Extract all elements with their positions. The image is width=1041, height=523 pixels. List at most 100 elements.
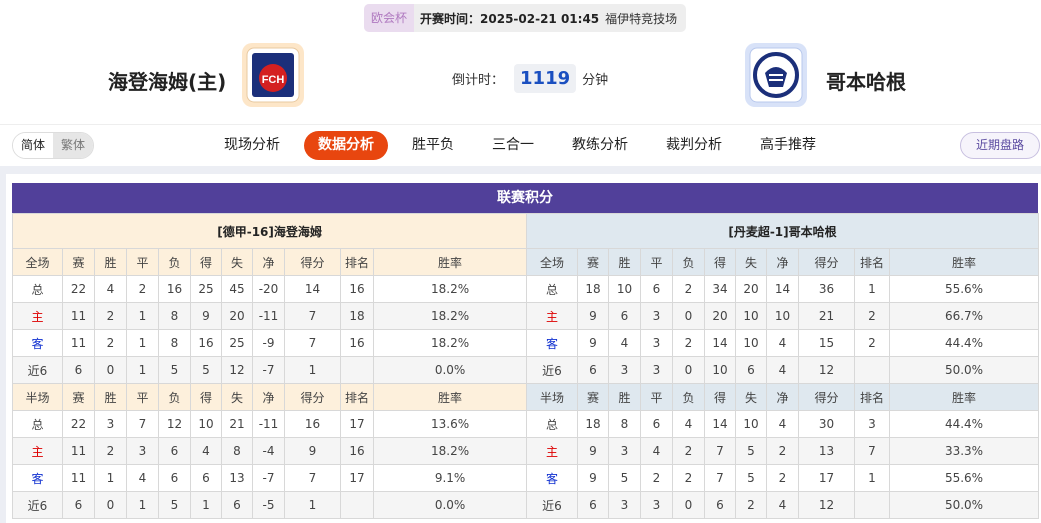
table-cell: 3 [126, 437, 159, 465]
lang-simplified[interactable]: 简体 [13, 133, 54, 158]
table-cell [854, 491, 890, 519]
row-label: 主 [526, 437, 578, 465]
table-cell [340, 356, 374, 384]
tab-5[interactable]: 裁判分析 [666, 137, 722, 153]
analysis-tabs: 现场分析 数据分析 胜平负 三合一 教练分析 裁判分析 高手推荐 [210, 131, 840, 160]
column-header: 失 [221, 248, 253, 276]
table-cell: -7 [252, 356, 285, 384]
table-cell: 14 [284, 275, 341, 303]
column-header: 负 [158, 383, 191, 411]
table-cell: 6 [704, 491, 736, 519]
column-header: 得 [704, 248, 736, 276]
table-cell: 16 [284, 410, 341, 438]
table-cell: 10 [704, 356, 736, 384]
column-header: 赛 [577, 248, 609, 276]
table-cell: 7 [284, 302, 341, 330]
column-header: 胜率 [372, 248, 528, 276]
table-cell: 6 [190, 464, 222, 492]
table-cell: 4 [94, 275, 127, 303]
table-cell: 2 [94, 302, 127, 330]
row-label: 客 [526, 464, 578, 492]
table-row: 近6 6 3 3 0 6 2 4 12 50.0% [526, 491, 1039, 519]
countdown-label: 倒计时： [452, 73, 505, 88]
tab-3[interactable]: 三合一 [492, 137, 534, 153]
table-cell: 2 [672, 464, 705, 492]
table-cell: 6 [62, 356, 95, 384]
table-cell: 8 [221, 437, 253, 465]
tab-0[interactable]: 现场分析 [224, 137, 280, 153]
table-cell: 16 [340, 329, 374, 357]
table-cell: 6 [158, 464, 191, 492]
table-cell: 9 [577, 437, 609, 465]
table-cell: 12 [221, 356, 253, 384]
table-cell: 9 [190, 302, 222, 330]
table-cell: 16 [340, 275, 374, 303]
table-cell: 5 [190, 356, 222, 384]
table-cell: 7 [854, 437, 890, 465]
row-label: 近6 [526, 356, 578, 384]
language-toggle[interactable]: 简体 繁体 [12, 132, 95, 159]
away-team-name[interactable]: 哥本哈根 [826, 70, 906, 94]
table-cell: 16 [158, 275, 191, 303]
table-cell: 16 [190, 329, 222, 357]
column-header: 胜率 [372, 383, 528, 411]
venue: 福伊特竞技场 [605, 11, 678, 26]
table-cell: 4 [640, 437, 673, 465]
row-label: 主 [526, 302, 578, 330]
table-cell: 11 [62, 302, 95, 330]
table-cell: 14 [766, 275, 799, 303]
column-header: 胜率 [889, 383, 1039, 411]
competition-badge[interactable]: 欧会杯 [364, 4, 415, 32]
table-cell: 4 [672, 410, 705, 438]
table-row: 近6 6 0 1 5 1 6 -5 1 0.0% [12, 491, 528, 519]
table-cell [340, 491, 374, 519]
column-header: 胜 [94, 248, 127, 276]
table-row: 客 11 1 4 6 6 13 -7 7 17 9.1% [12, 464, 528, 492]
table-cell: 5 [735, 464, 767, 492]
tab-6[interactable]: 高手推荐 [760, 137, 816, 153]
section-title: 联赛积分 [12, 183, 1038, 213]
tab-4[interactable]: 教练分析 [572, 137, 628, 153]
table-cell: 66.7% [889, 302, 1039, 330]
table-cell: 2 [735, 491, 767, 519]
table-row: 客 9 5 2 2 7 5 2 17 1 55.6% [526, 464, 1039, 492]
row-label: 总 [12, 275, 63, 303]
tab-2[interactable]: 胜平负 [412, 137, 454, 153]
table-cell [854, 356, 890, 384]
table-cell: 11 [62, 437, 95, 465]
column-header: 平 [126, 248, 159, 276]
row-label: 主 [12, 302, 63, 330]
table-cell: 50.0% [889, 356, 1039, 384]
table-cell: 7 [284, 464, 341, 492]
table-cell: 17 [340, 464, 374, 492]
table-cell: 8 [158, 329, 191, 357]
column-header: 得分 [798, 248, 855, 276]
table-cell: 2 [672, 437, 705, 465]
table-row: 总 18 8 6 4 14 10 4 30 3 44.4% [526, 410, 1039, 438]
table-cell: 18 [340, 302, 374, 330]
table-cell: 0 [672, 302, 705, 330]
row-label: 客 [526, 329, 578, 357]
away-team-logo[interactable] [745, 43, 807, 107]
home-team-name[interactable]: 海登海姆(主) [108, 70, 227, 94]
row-label: 主 [12, 437, 63, 465]
table-cell: 13 [221, 464, 253, 492]
lang-traditional[interactable]: 繁体 [53, 133, 94, 158]
table-cell: 0 [94, 491, 127, 519]
table-cell: 12 [798, 491, 855, 519]
recent-odds-button[interactable]: 近期盘路 [960, 132, 1040, 159]
column-header: 赛 [62, 248, 95, 276]
column-header: 平 [640, 248, 673, 276]
table-cell: 16 [340, 437, 374, 465]
table-cell: 10 [766, 302, 799, 330]
table-cell: 12 [798, 356, 855, 384]
table-cell: 2 [766, 464, 799, 492]
table-cell: 1 [854, 275, 890, 303]
table-row: 总 18 10 6 2 34 20 14 36 1 55.6% [526, 275, 1039, 303]
table-cell: 4 [766, 491, 799, 519]
home-team-logo[interactable]: FCH [242, 43, 304, 107]
row-label: 总 [526, 410, 578, 438]
table-cell: 50.0% [889, 491, 1039, 519]
tab-1[interactable]: 数据分析 [304, 131, 388, 160]
table-cell: 1 [126, 329, 159, 357]
